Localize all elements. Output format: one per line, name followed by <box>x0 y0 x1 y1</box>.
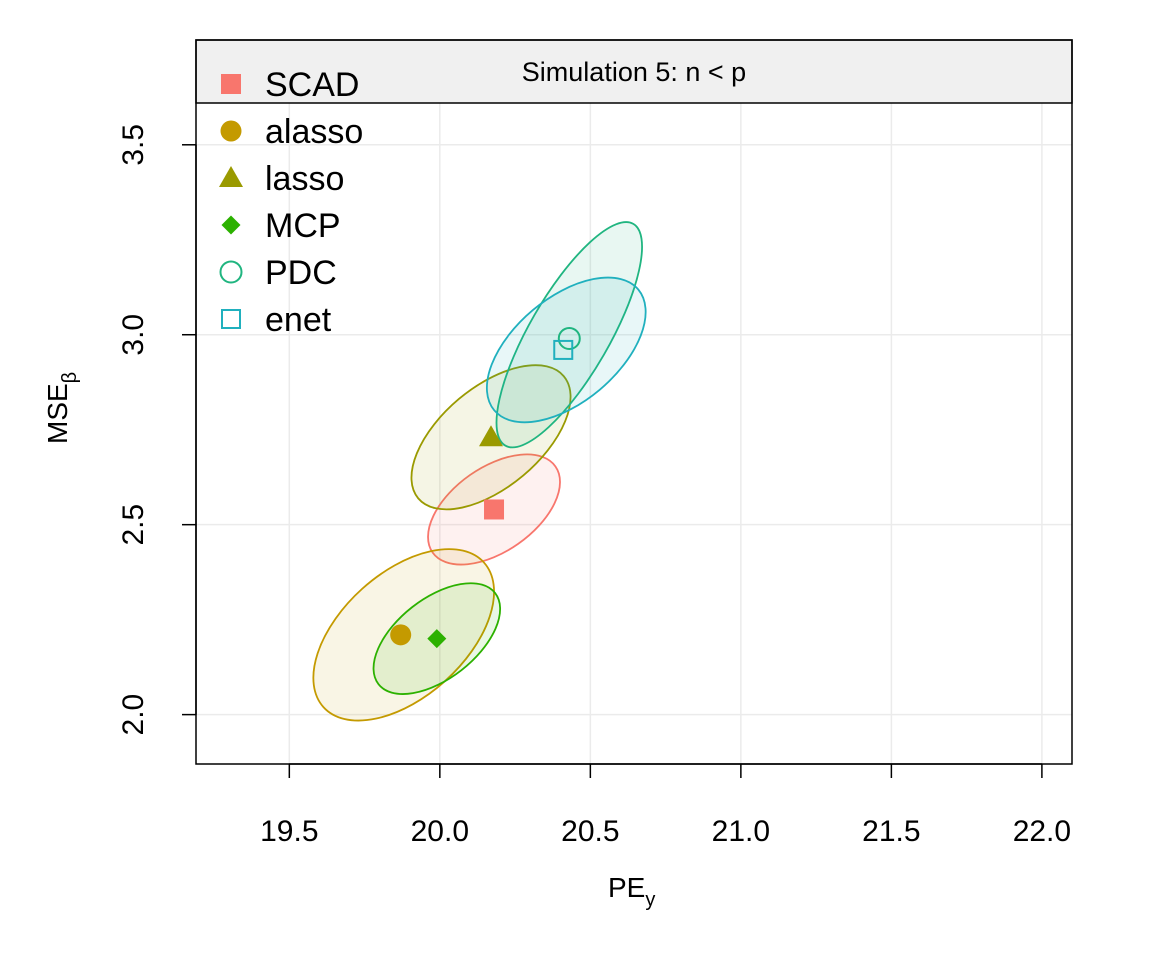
x-axis-title-sub: y <box>645 889 655 911</box>
point-mcp <box>427 629 447 649</box>
point-enet <box>553 339 574 360</box>
legend-label-lasso: lasso <box>265 160 344 198</box>
x-tick-label: 21.0 <box>712 815 770 848</box>
ellipse-layer <box>312 221 647 722</box>
legend-marker-enet <box>221 309 241 329</box>
y-axis-title-main: MSE <box>42 383 73 444</box>
legend-marker-scad <box>221 74 241 94</box>
x-tick-label: 21.5 <box>862 815 920 848</box>
x-axis: 19.5 20.0 20.5 21.0 21.5 22.0 <box>260 763 1071 848</box>
y-tick-label: 3.0 <box>117 314 150 356</box>
point-alasso <box>390 624 412 646</box>
y-axis: 2.0 2.5 3.0 3.5 <box>117 124 197 736</box>
legend-marker-mcp <box>221 215 241 235</box>
point-scad <box>484 499 505 520</box>
ellipse-enet <box>485 276 647 424</box>
legend-marker-alasso <box>220 120 242 142</box>
legend-label-alasso: alasso <box>265 113 363 151</box>
x-tick-label: 22.0 <box>1013 815 1071 848</box>
point-lasso <box>479 425 504 447</box>
legend-label-mcp: MCP <box>265 207 341 245</box>
x-axis-title: PEy <box>608 872 655 911</box>
legend-label-pdc: PDC <box>265 254 337 292</box>
x-tick-label: 19.5 <box>260 815 318 848</box>
chart-title: Simulation 5: n < p <box>522 57 746 87</box>
y-tick-label: 3.5 <box>117 124 150 166</box>
legend-marker-pdc <box>219 260 243 284</box>
legend-marker-lasso <box>219 166 243 187</box>
legend-label-enet: enet <box>265 301 332 339</box>
x-axis-title-main: PE <box>608 872 645 903</box>
x-tick-label: 20.5 <box>561 815 619 848</box>
marker-layer <box>390 327 581 649</box>
legend: SCAD alasso lasso MCP PDC enet <box>219 66 363 339</box>
grid <box>196 103 1072 764</box>
y-axis-title-sub: β <box>59 372 81 384</box>
y-tick-label: 2.5 <box>117 504 150 546</box>
point-pdc <box>557 327 581 351</box>
y-axis-title: MSEβ <box>42 372 81 444</box>
legend-label-scad: SCAD <box>265 66 359 104</box>
strip-header <box>195 39 1073 104</box>
x-tick-label: 20.0 <box>411 815 469 848</box>
y-tick-label: 2.0 <box>117 694 150 736</box>
